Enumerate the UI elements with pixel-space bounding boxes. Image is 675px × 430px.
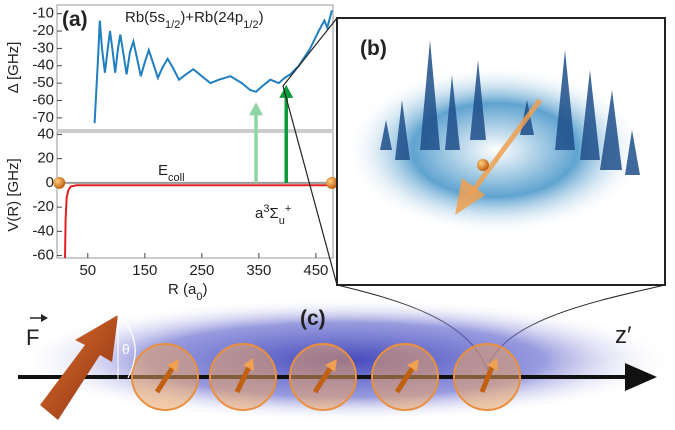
y-tick-label: -50 bbox=[32, 74, 54, 91]
x-tick-label: 150 bbox=[132, 262, 157, 279]
energy-label-part: E bbox=[158, 162, 168, 179]
x-axis-label-part: R (a bbox=[168, 281, 197, 298]
angle-arc bbox=[121, 317, 136, 379]
plot-frame bbox=[56, 131, 334, 259]
panel-label: (c) bbox=[300, 307, 326, 330]
energy-label-part: coll bbox=[168, 172, 185, 184]
y-tick-label: 0 bbox=[46, 174, 54, 191]
y-tick-label: -30 bbox=[32, 39, 54, 56]
y-tick-label: -20 bbox=[32, 198, 54, 215]
x-tick-label: 50 bbox=[79, 262, 96, 279]
vector-arrow-head bbox=[41, 314, 48, 322]
panel-label: (b) bbox=[360, 37, 387, 60]
atom bbox=[325, 176, 338, 189]
y-axis-label: Δ [GHz] bbox=[5, 42, 22, 94]
y-tick-label: -70 bbox=[32, 109, 54, 126]
panel-a: -10-20-30-40-50-60-70Δ [GHz]40200-20-40-… bbox=[5, 4, 367, 303]
state-label-part: + bbox=[285, 203, 291, 215]
x-axis-label-part: 0 bbox=[196, 291, 202, 303]
axis-label: z′ bbox=[615, 322, 632, 349]
y-axis-label: V(R) [GHz] bbox=[5, 158, 22, 231]
energy-label: Ecoll bbox=[158, 162, 185, 184]
x-tick-label: 250 bbox=[189, 262, 214, 279]
x-tick-label: 350 bbox=[246, 262, 271, 279]
state-label: a3Σu+ bbox=[255, 203, 291, 227]
state-label-part: Σ bbox=[269, 205, 278, 222]
atom bbox=[477, 159, 489, 171]
y-tick-label: -20 bbox=[32, 22, 54, 39]
chart-title-part: 1/2 bbox=[243, 19, 258, 31]
y-tick-label: 40 bbox=[37, 125, 54, 142]
z-axis-head bbox=[625, 363, 657, 391]
atom bbox=[53, 176, 66, 189]
y-tick-label: -10 bbox=[32, 5, 54, 22]
x-axis-label-part: ) bbox=[202, 281, 207, 298]
field-label: F bbox=[26, 325, 39, 350]
dipole-arrow bbox=[467, 98, 543, 197]
chart-title-part: Rb(5s bbox=[125, 9, 165, 26]
pa-arrow-head bbox=[279, 84, 294, 98]
y-tick-label: -40 bbox=[32, 57, 54, 74]
panel-label: (a) bbox=[62, 8, 88, 31]
y-tick-label: 20 bbox=[37, 150, 54, 167]
rydberg-atoms bbox=[131, 343, 521, 411]
series-line bbox=[64, 184, 332, 258]
pa-arrow-head bbox=[249, 102, 264, 116]
angle-label: θ bbox=[122, 341, 130, 357]
panel-b: (b) bbox=[282, 17, 666, 371]
chart-title-part: 1/2 bbox=[165, 19, 180, 31]
x-axis-label: R (a0) bbox=[168, 281, 207, 303]
panel-c: θ F (c) z′ bbox=[15, 298, 675, 422]
y-tick-label: -40 bbox=[32, 222, 54, 239]
x-tick-label: 450 bbox=[303, 262, 328, 279]
y-tick-label: -60 bbox=[32, 91, 54, 108]
chart-title: Rb(5s1/2)+Rb(24p1/2) bbox=[125, 9, 264, 31]
state-label-part: 3 bbox=[263, 203, 269, 215]
chart-title-part: ) bbox=[259, 9, 264, 26]
zoom-line bbox=[282, 17, 338, 87]
field-arrow bbox=[40, 315, 118, 420]
chart-title-part: )+Rb(24p bbox=[180, 9, 243, 26]
y-tick-label: -60 bbox=[32, 247, 54, 264]
state-label-part: a bbox=[255, 205, 264, 222]
dipole-arrow-head bbox=[455, 178, 485, 215]
series-line bbox=[93, 9, 333, 124]
surface-peaks bbox=[380, 40, 640, 175]
state-label-part: u bbox=[279, 215, 285, 227]
zoom-line bbox=[282, 85, 338, 286]
plot-frame bbox=[56, 4, 334, 131]
